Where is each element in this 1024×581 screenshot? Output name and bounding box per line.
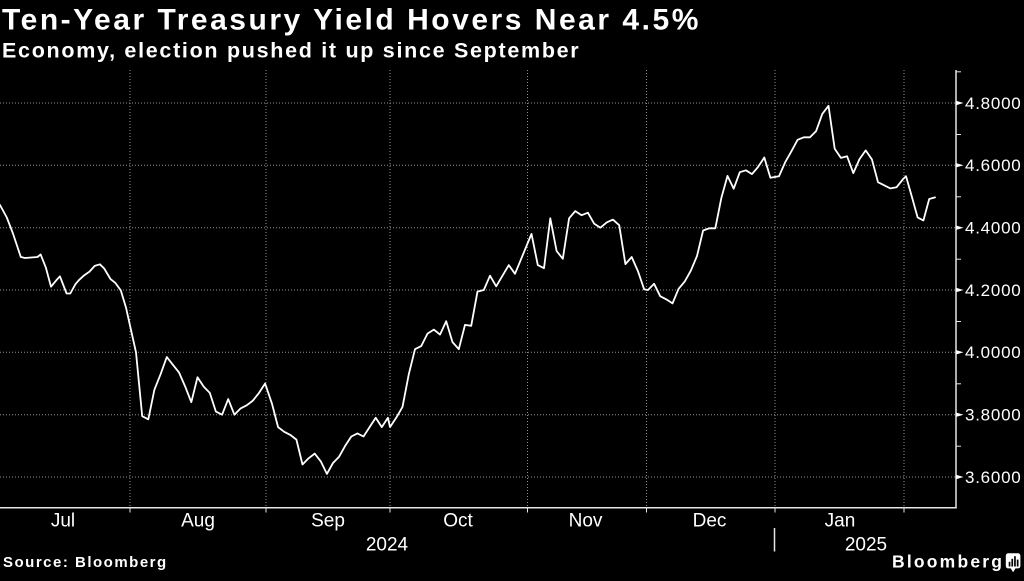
svg-text:3.8000: 3.8000 (965, 406, 1022, 425)
svg-text:2024: 2024 (366, 535, 409, 556)
svg-text:3.6000: 3.6000 (965, 468, 1022, 487)
svg-text:Jul: Jul (51, 510, 75, 531)
svg-text:2025: 2025 (845, 535, 887, 556)
svg-text:4.8000: 4.8000 (965, 94, 1022, 113)
svg-text:Economy, election pushed it up: Economy, election pushed it up since Sep… (2, 39, 580, 63)
svg-text:Aug: Aug (181, 510, 215, 531)
svg-text:4.2000: 4.2000 (965, 281, 1022, 300)
svg-text:Bloomberg: Bloomberg (892, 551, 1004, 571)
svg-text:Oct: Oct (443, 510, 473, 531)
svg-text:4.6000: 4.6000 (965, 156, 1022, 175)
svg-text:4.4000: 4.4000 (965, 219, 1022, 238)
svg-text:Sep: Sep (311, 510, 345, 531)
svg-text:Source: Bloomberg: Source: Bloomberg (3, 554, 168, 571)
svg-text:Jan: Jan (825, 510, 856, 531)
svg-text:4.0000: 4.0000 (965, 343, 1022, 362)
svg-text:Dec: Dec (693, 510, 727, 531)
svg-text:Nov: Nov (569, 510, 603, 531)
svg-text:Ten-Year Treasury Yield Hovers: Ten-Year Treasury Yield Hovers Near 4.5% (2, 4, 701, 37)
